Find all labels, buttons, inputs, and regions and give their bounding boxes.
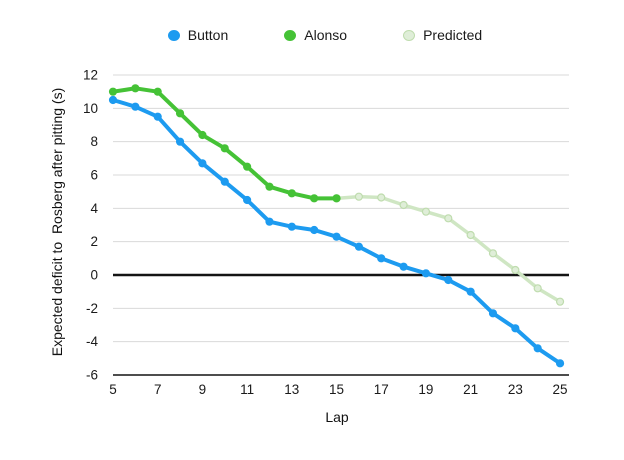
data-point-button (421, 269, 431, 278)
data-point-button (377, 254, 386, 263)
y-tick-label: 0 (90, 268, 98, 283)
data-point-button (265, 217, 274, 226)
y-tick-label: 2 (90, 234, 98, 249)
data-point-predicted (555, 297, 565, 306)
data-point-predicted (533, 284, 542, 293)
data-point-button (555, 359, 565, 368)
data-point-button (511, 324, 520, 333)
y-tick-label: -2 (86, 301, 98, 316)
y-tick-label: 12 (83, 68, 98, 83)
data-point-predicted (354, 192, 363, 201)
chart-legend: Button Alonso Predicted (0, 27, 624, 43)
data-point-alonso (287, 189, 296, 198)
data-point-button (198, 159, 207, 168)
data-point-button (131, 102, 140, 111)
x-tick-label: 23 (508, 382, 523, 397)
x-tick-label: 9 (199, 382, 207, 397)
data-point-alonso (153, 87, 162, 96)
data-point-button (220, 177, 229, 186)
data-point-alonso (175, 109, 185, 118)
data-point-button (243, 195, 252, 205)
data-point-button (354, 242, 363, 251)
data-point-predicted (444, 214, 453, 223)
data-point-alonso (265, 182, 274, 191)
x-tick-label: 7 (154, 382, 162, 397)
data-point-alonso (310, 194, 319, 203)
legend-item-predicted: Predicted (403, 27, 482, 43)
series-line-predicted (334, 194, 562, 304)
data-point-button (488, 309, 498, 318)
data-point-alonso (108, 87, 118, 96)
data-point-alonso (332, 194, 341, 203)
x-tick-label: 15 (329, 382, 344, 397)
data-point-predicted (421, 207, 431, 216)
legend-label-alonso: Alonso (304, 27, 348, 43)
data-point-button (153, 112, 162, 121)
legend-label-button: Button (187, 27, 229, 43)
x-tick-label: 17 (374, 382, 389, 397)
legend-marker-predicted-icon (403, 29, 416, 41)
legend-item-alonso: Alonso (284, 27, 347, 43)
data-point-button (175, 137, 185, 146)
x-tick-label: 21 (463, 382, 478, 397)
y-tick-label: -4 (86, 334, 98, 349)
data-point-button (399, 262, 408, 271)
x-tick-label: 5 (109, 382, 117, 397)
data-point-predicted (399, 200, 408, 210)
data-point-button (533, 344, 542, 353)
x-tick-label: 25 (553, 382, 568, 397)
x-axis-title: Lap (325, 409, 349, 425)
legend-item-button: Button (167, 27, 229, 43)
legend-label-predicted: Predicted (423, 27, 483, 43)
x-tick-label: 13 (284, 382, 299, 397)
data-point-predicted (377, 193, 386, 202)
data-point-button (466, 287, 475, 296)
data-point-button (287, 222, 296, 231)
data-point-predicted (511, 265, 520, 275)
data-point-predicted (488, 249, 498, 258)
data-point-button (332, 232, 341, 241)
y-tick-label: -6 (86, 368, 98, 383)
data-point-alonso (131, 84, 140, 93)
data-point-button (310, 225, 319, 235)
data-point-predicted (466, 230, 475, 240)
y-tick-label: 10 (83, 101, 98, 116)
x-tick-label: 11 (240, 382, 254, 397)
data-point-button (108, 95, 118, 105)
data-point-alonso (220, 144, 229, 153)
y-tick-label: 8 (90, 134, 98, 149)
data-point-alonso (243, 162, 252, 171)
legend-marker-alonso-icon (284, 29, 297, 41)
y-tick-label: 6 (90, 168, 98, 183)
data-point-button (444, 275, 453, 285)
x-tick-label: 19 (418, 382, 433, 397)
legend-marker-button-icon (167, 29, 180, 41)
y-tick-label: 4 (90, 201, 98, 216)
data-point-alonso (198, 130, 207, 140)
